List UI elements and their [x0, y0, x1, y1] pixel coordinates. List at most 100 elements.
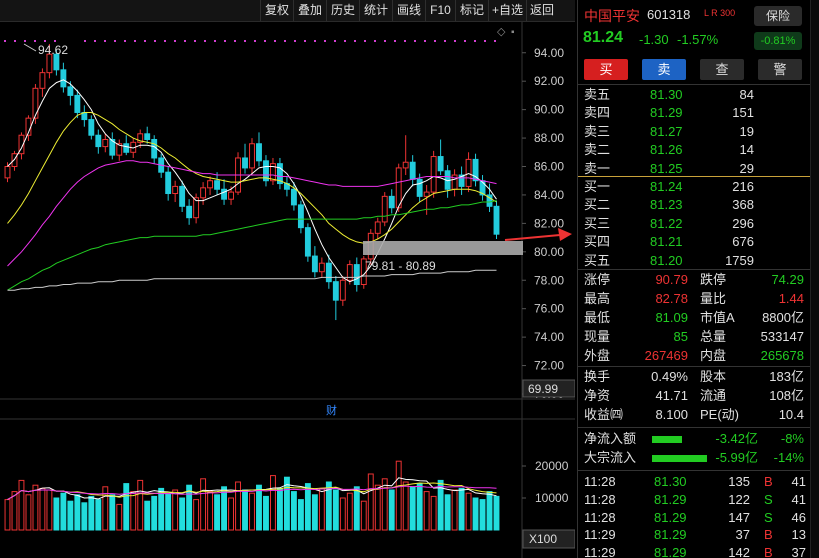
- stat-label: 外盘: [584, 348, 611, 363]
- sector-change: -0.81%: [754, 32, 802, 50]
- marker-dot: [104, 40, 106, 42]
- current-label: 69.99: [528, 382, 558, 396]
- candle-body: [123, 143, 130, 153]
- asks-volume: 29: [739, 160, 754, 176]
- candle: [339, 275, 346, 306]
- candle: [172, 180, 179, 203]
- volume-bar: [235, 481, 241, 531]
- candles: [4, 43, 500, 321]
- sector-badge[interactable]: 保险: [754, 6, 802, 26]
- asks-volume: 14: [739, 142, 754, 158]
- bids-price: 81.22: [650, 215, 683, 231]
- marker-dot: [254, 40, 256, 42]
- toolbar-button-8[interactable]: 返回: [526, 0, 557, 21]
- candle: [116, 139, 123, 161]
- tick-side: S: [764, 509, 773, 525]
- candle-body: [172, 185, 179, 195]
- asks-label: 卖一: [584, 160, 611, 176]
- candle: [346, 260, 353, 285]
- flow-value: -3.42亿: [715, 431, 758, 446]
- candle: [283, 176, 290, 197]
- quote-panel: 中国平安 601318 L R 300 保险 -0.81% 81.24 -1.3…: [577, 0, 810, 558]
- candle-body: [95, 134, 102, 148]
- volume-bar: [74, 494, 81, 531]
- action-button-1[interactable]: 卖: [642, 59, 686, 80]
- tick-row: 11:29 81.29 142 B 37: [578, 544, 810, 558]
- stat-label: 内盘: [700, 348, 727, 363]
- stats-row: 最低 81.09 市值A 8800亿: [578, 309, 810, 327]
- chart-toolbar: 复权 叠加 历史 统计 画线 F10 标记 +自选 返回: [0, 0, 575, 22]
- stat-label: PE(动): [700, 407, 740, 422]
- candle-body: [32, 87, 39, 119]
- volume-bar: [263, 495, 269, 531]
- candle: [381, 192, 388, 227]
- marker-dot: [84, 40, 86, 42]
- toolbar-button-1[interactable]: 叠加: [293, 0, 326, 21]
- action-button-0[interactable]: 买: [584, 59, 628, 80]
- tick-time: 11:28: [584, 491, 616, 507]
- candle: [242, 143, 248, 174]
- tick-price: 81.29: [654, 527, 687, 543]
- volume-bar: [165, 492, 172, 531]
- candle-body: [186, 205, 193, 219]
- candle: [60, 62, 67, 93]
- volume-bar: [290, 491, 297, 531]
- marker-dot: [464, 40, 466, 42]
- marker-dot: [214, 40, 216, 42]
- stat-value: 41.71: [655, 388, 688, 403]
- toolbar-button-3[interactable]: 统计: [359, 0, 392, 21]
- candle: [458, 166, 465, 195]
- marker-dot: [4, 40, 6, 42]
- tick-row: 11:28 81.30 135 B 41: [578, 473, 810, 491]
- price-tick-label: 76.00: [534, 302, 564, 316]
- marker-dot: [314, 40, 316, 42]
- candle: [402, 135, 409, 176]
- bids-price: 81.24: [650, 179, 683, 194]
- candle-body: [332, 281, 339, 301]
- marker-dot: [44, 40, 46, 42]
- high-price-label: 94.62: [38, 43, 68, 57]
- volume-bar: [437, 479, 444, 531]
- volume-tick-label: 20000: [535, 459, 569, 473]
- toolbar-button-7[interactable]: +自选: [488, 0, 526, 21]
- marker-dot: [34, 40, 36, 42]
- candle-body: [60, 69, 67, 88]
- volume-bar: [242, 489, 248, 531]
- candle: [297, 200, 304, 234]
- candle-body: [318, 262, 325, 273]
- marker-dot: [434, 40, 436, 42]
- volume-bar: [360, 500, 367, 531]
- volume-bar: [283, 476, 290, 531]
- stat-label: 收益㈣: [584, 407, 624, 422]
- action-button-3[interactable]: 警: [758, 59, 802, 80]
- toolbar-button-6[interactable]: 标记: [455, 0, 488, 21]
- candle-body: [256, 143, 262, 162]
- stat-value: 265678: [760, 348, 804, 363]
- candle: [304, 223, 311, 262]
- asks-volume: 151: [732, 105, 754, 121]
- tick-price: 81.29: [654, 545, 687, 558]
- asks-price: 81.29: [650, 105, 683, 121]
- toolbar-button-2[interactable]: 历史: [326, 0, 359, 21]
- volume-bar: [4, 499, 11, 531]
- tick-count: 41: [791, 491, 806, 507]
- volume-bar: [214, 494, 221, 531]
- bids-volume: 1759: [725, 252, 754, 268]
- tick-row: 11:28 81.29 147 S 46: [578, 509, 810, 527]
- toolbar-button-4[interactable]: 画线: [392, 0, 425, 21]
- asks-price: 81.26: [650, 142, 683, 158]
- toolbar-button-5[interactable]: F10: [425, 0, 455, 21]
- candle: [332, 275, 339, 321]
- action-button-2[interactable]: 查: [700, 59, 744, 80]
- kline-chart[interactable]: ◇ ▪ 94.00 92.00 90.00 88.00 86.00 84.00 82.00 80.…: [0, 22, 575, 558]
- volume-bar: [109, 494, 116, 531]
- tick-volume: 147: [728, 509, 750, 525]
- bids-row: 买四 81.21 676: [578, 233, 810, 251]
- tick-count: 46: [791, 509, 806, 525]
- tick-price: 81.29: [654, 491, 687, 507]
- candle: [270, 157, 276, 185]
- toolbar-button-0[interactable]: 复权: [260, 0, 293, 21]
- candle-body: [311, 255, 318, 273]
- volume-bar: [81, 502, 88, 531]
- volume-bar: [60, 492, 67, 531]
